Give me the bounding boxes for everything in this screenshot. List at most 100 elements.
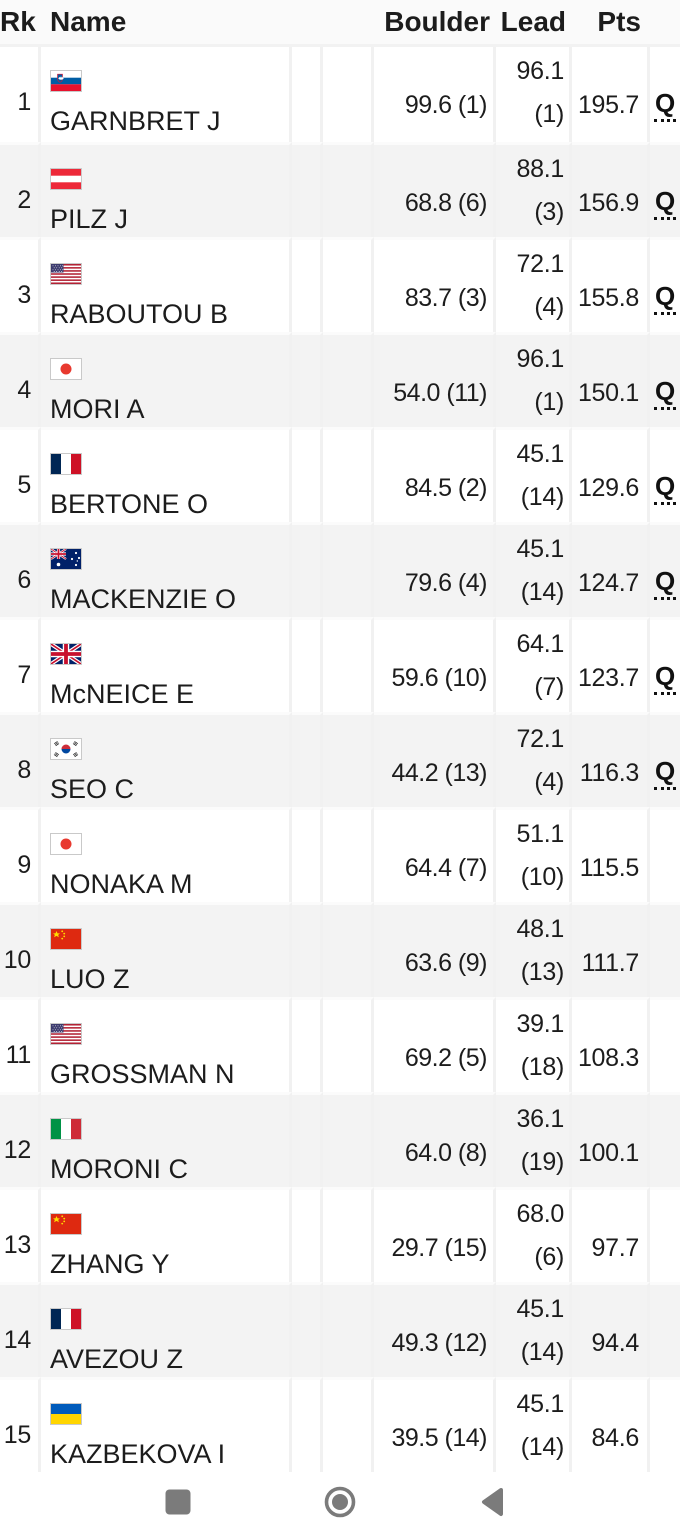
flag-china-icon [50,1213,82,1235]
table-row[interactable]: 5 BERTONE O 84.5 (2) 45.1 (14) 129.6 Q [0,427,680,522]
lead-score: 51.1 [516,820,565,848]
total-points: 156.9 [577,189,639,217]
lead-score: 96.1 [516,345,565,373]
empty-cell [323,522,374,617]
table-row[interactable]: 6 MACKENZIE O 79.6 (4) 45.1 (14) 124.7 Q [0,522,680,617]
total-points: 155.8 [577,284,639,312]
empty-cell [323,807,374,902]
lead-score: 64.1 [516,630,565,658]
qualified-badge: Q [654,376,676,410]
back-triangle-icon[interactable] [473,1482,513,1522]
boulder-score: 64.0 (8) [404,1139,488,1167]
empty-cell [292,712,323,807]
flag-australia-icon [50,548,82,570]
table-row[interactable]: 7 McNEICE E 59.6 (10) 64.1 (7) 123.7 Q [0,617,680,712]
total-points: 150.1 [577,379,639,407]
empty-cell [323,1282,374,1377]
flag-italy-icon [50,1118,82,1140]
lead-rank: (13) [520,958,565,986]
lead-rank: (1) [534,388,564,416]
athlete-name: RABOUTOU B [50,299,229,329]
athlete-name: NONAKA M [50,869,193,899]
table-row[interactable]: 3 RABOUTOU B 83.7 (3) 72.1 (4) 155.8 Q [0,237,680,332]
table-row[interactable]: 13 ZHANG Y 29.7 (15) 68.0 (6) 97.7 [0,1187,680,1282]
empty-cell [292,617,323,712]
athlete-name: GROSSMAN N [50,1059,235,1089]
empty-cell [292,1377,323,1472]
lead-score: 48.1 [516,915,565,943]
table-row[interactable]: 9 NONAKA M 64.4 (7) 51.1 (10) 115.5 [0,807,680,902]
header-lead: Lead [496,0,572,47]
total-points: 84.6 [591,1424,640,1452]
empty-cell [292,902,323,997]
lead-score: 39.1 [516,1010,565,1038]
table-row[interactable]: 14 AVEZOU Z 49.3 (12) 45.1 (14) 94.4 [0,1282,680,1377]
rank-value: 3 [17,281,31,309]
empty-cell [292,332,323,427]
table-row[interactable]: 4 MORI A 54.0 (11) 96.1 (1) 150.1 Q [0,332,680,427]
lead-score: 72.1 [516,250,565,278]
boulder-score: 69.2 (5) [404,1044,488,1072]
boulder-score: 68.8 (6) [404,189,488,217]
lead-rank: (3) [534,198,564,226]
athlete-name: MACKENZIE O [50,584,237,614]
header-name: Name [41,0,292,47]
boulder-score: 99.6 (1) [404,91,488,119]
rank-value: 6 [17,566,31,594]
rank-value: 8 [17,756,31,784]
empty-cell [323,47,374,142]
header-boulder: Boulder [374,0,496,47]
lead-rank: (14) [520,1338,565,1366]
total-points: 100.1 [577,1139,639,1167]
boulder-score: 63.6 (9) [404,949,488,977]
lead-score: 45.1 [516,440,565,468]
header-rank: Rk [0,0,41,47]
qualified-badge: Q [654,281,676,315]
lead-score: 36.1 [516,1105,565,1133]
boulder-score: 64.4 (7) [404,854,488,882]
lead-rank: (4) [534,293,564,321]
qualified-badge: Q [654,471,676,505]
total-points: 94.4 [591,1329,640,1357]
rank-value: 13 [3,1231,32,1259]
empty-cell [323,237,374,332]
table-row[interactable]: 12 MORONI C 64.0 (8) 36.1 (19) 100.1 [0,1092,680,1187]
boulder-score: 59.6 (10) [391,664,487,692]
empty-cell [292,237,323,332]
qualified-badge: Q [654,186,676,220]
athlete-name: LUO Z [50,964,130,994]
rank-value: 10 [3,946,32,974]
total-points: 195.7 [577,91,639,119]
lead-rank: (7) [534,673,564,701]
table-row[interactable]: 10 LUO Z 63.6 (9) 48.1 (13) 111.7 [0,902,680,997]
rank-value: 4 [17,376,31,404]
table-row[interactable]: 15 KAZBEKOVA I 39.5 (14) 45.1 (14) 84.6 [0,1377,680,1472]
qualified-badge: Q [654,661,676,695]
table-row[interactable]: 1 GARNBRET J 99.6 (1) 96.1 (1) 195.7 Q [0,47,680,142]
qualified-badge: Q [654,566,676,600]
table-row[interactable]: 2 PILZ J 68.8 (6) 88.1 (3) 156.9 Q [0,142,680,237]
lead-rank: (18) [520,1053,565,1081]
athlete-name: PILZ J [50,204,129,234]
boulder-score: 44.2 (13) [391,759,487,787]
results-table: Rk Name Boulder Lead Pts 1 GARNBRET J 99… [0,0,680,1472]
recents-square-icon[interactable] [158,1482,198,1522]
qualified-badge: Q [654,756,676,790]
flag-great-britain-icon [50,643,82,665]
flag-south-korea-icon [50,738,82,760]
rank-value: 11 [5,1041,32,1069]
lead-rank: (14) [520,483,565,511]
total-points: 123.7 [577,664,639,692]
lead-score: 96.1 [516,57,565,85]
home-circle-icon[interactable] [320,1482,360,1522]
flag-usa-icon [50,1023,82,1045]
empty-cell [292,807,323,902]
lead-score: 45.1 [516,535,565,563]
athlete-name: GARNBRET J [50,106,221,136]
table-row[interactable]: 11 GROSSMAN N 69.2 (5) 39.1 (18) 108.3 [0,997,680,1092]
flag-japan-icon [50,833,82,855]
rank-value: 1 [17,88,31,116]
empty-cell [323,1187,374,1282]
header-pts: Pts [572,0,650,47]
table-row[interactable]: 8 SEO C 44.2 (13) 72.1 (4) 116.3 Q [0,712,680,807]
